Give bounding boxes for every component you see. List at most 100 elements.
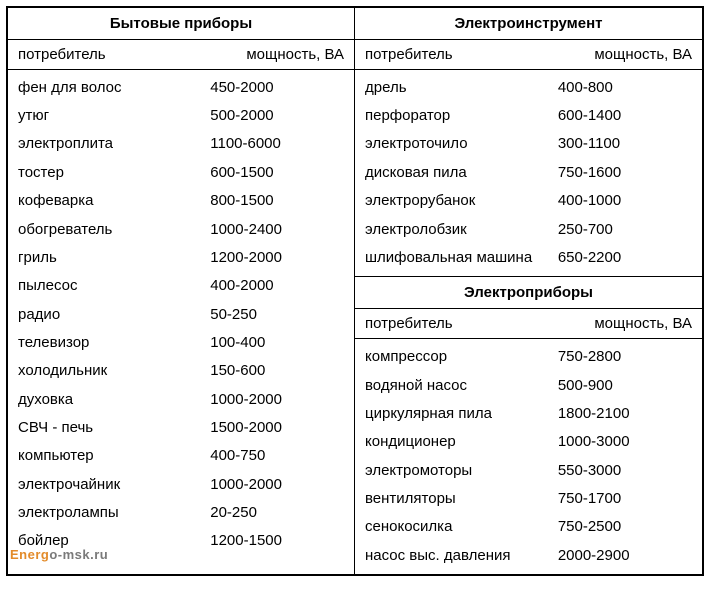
column-headers-left: потребитель мощность, ВА [8,40,354,70]
cell-power: 1200-2000 [202,249,344,268]
cell-consumer: кофеварка [18,192,202,211]
cell-power: 750-1600 [550,164,692,183]
cell-consumer: вентиляторы [365,490,550,509]
cell-consumer: кондиционер [365,433,550,452]
table-row: электролобзик250-700 [355,216,702,244]
cell-power: 1000-3000 [550,433,692,452]
header-power: мощность, ВА [204,40,354,69]
cell-consumer: электрочайник [18,476,202,495]
cell-consumer: фен для волос [18,79,202,98]
table-row: телевизор100-400 [8,329,354,357]
cell-consumer: компьютер [18,447,202,466]
table-row: шлифовальная машина650-2200 [355,244,702,272]
column-headers-right2: потребитель мощность, ВА [355,309,702,339]
header-consumer: потребитель [355,40,551,69]
cell-consumer: циркулярная пила [365,405,550,424]
table-row: тостер600-1500 [8,159,354,187]
table-row: компрессор750-2800 [355,343,702,371]
cell-consumer: электроплита [18,135,202,154]
cell-power: 1800-2100 [550,405,692,424]
cell-power: 600-1400 [550,107,692,126]
table-row: компьютер400-750 [8,442,354,470]
table-row: электрочайник1000-2000 [8,471,354,499]
section-title-appliances: Электроприборы [355,276,702,309]
cell-consumer: шлифовальная машина [365,249,550,268]
cell-power: 400-1000 [550,192,692,211]
cell-power: 300-1100 [550,135,692,154]
table-row: дрель400-800 [355,74,702,102]
cell-consumer: электрорубанок [365,192,550,211]
cell-power: 1000-2000 [202,391,344,410]
table-row: перфоратор600-1400 [355,102,702,130]
header-consumer: потребитель [355,309,551,338]
table-row: пылесос400-2000 [8,272,354,300]
cell-power: 750-2500 [550,518,692,537]
section-title-tools: Электроинструмент [355,8,702,40]
cell-power: 450-2000 [202,79,344,98]
cell-power: 20-250 [202,504,344,523]
column-household: Бытовые приборы потребитель мощность, ВА… [8,8,355,574]
table-row: электрорубанок400-1000 [355,187,702,215]
cell-power: 750-2800 [550,348,692,367]
table-row: кофеварка800-1500 [8,187,354,215]
cell-power: 400-800 [550,79,692,98]
cell-consumer: электролампы [18,504,202,523]
cell-consumer: сенокосилка [365,518,550,537]
cell-power: 500-2000 [202,107,344,126]
table-row: водяной насос500-900 [355,372,702,400]
table-row: фен для волос450-2000 [8,74,354,102]
cell-power: 1200-1500 [202,532,344,551]
cell-power: 500-900 [550,377,692,396]
table-row: вентиляторы750-1700 [355,485,702,513]
cell-power: 400-750 [202,447,344,466]
watermark: Energo-msk.ru [10,547,108,562]
cell-consumer: телевизор [18,334,202,353]
table-row: кондиционер1000-3000 [355,428,702,456]
header-consumer: потребитель [8,40,204,69]
cell-consumer: духовка [18,391,202,410]
cell-consumer: дрель [365,79,550,98]
cell-power: 1000-2400 [202,221,344,240]
rows-appliances: компрессор750-2800водяной насос500-900ци… [355,339,702,574]
cell-power: 1500-2000 [202,419,344,438]
cell-consumer: перфоратор [365,107,550,126]
cell-consumer: насос выс. давления [365,547,550,566]
cell-power: 1100-6000 [202,135,344,154]
watermark-part2: o-msk.ru [49,547,108,562]
header-power: мощность, ВА [551,40,702,69]
cell-consumer: пылесос [18,277,202,296]
table-row: электролампы20-250 [8,499,354,527]
cell-power: 100-400 [202,334,344,353]
cell-power: 50-250 [202,306,344,325]
table-row: гриль1200-2000 [8,244,354,272]
cell-power: 600-1500 [202,164,344,183]
cell-consumer: электромоторы [365,462,550,481]
column-headers-right: потребитель мощность, ВА [355,40,702,70]
rows-household: фен для волос450-2000утюг500-2000электро… [8,70,354,560]
table-row: дисковая пила750-1600 [355,159,702,187]
table-row: холодильник150-600 [8,357,354,385]
cell-consumer: тостер [18,164,202,183]
table-row: электроточило300-1100 [355,131,702,159]
cell-power: 2000-2900 [550,547,692,566]
section-title-household: Бытовые приборы [8,8,354,40]
power-table: Бытовые приборы потребитель мощность, ВА… [6,6,704,576]
table-row: утюг500-2000 [8,102,354,130]
cell-power: 250-700 [550,221,692,240]
table-row: электроплита1100-6000 [8,131,354,159]
cell-consumer: холодильник [18,362,202,381]
cell-power: 150-600 [202,362,344,381]
cell-consumer: водяной насос [365,377,550,396]
table-row: обогреватель1000-2400 [8,216,354,244]
cell-consumer: обогреватель [18,221,202,240]
cell-power: 400-2000 [202,277,344,296]
cell-consumer: утюг [18,107,202,126]
cell-consumer: радио [18,306,202,325]
watermark-part1: Energ [10,547,49,562]
cell-power: 650-2200 [550,249,692,268]
table-row: духовка1000-2000 [8,386,354,414]
cell-power: 1000-2000 [202,476,344,495]
cell-consumer: СВЧ - печь [18,419,202,438]
table-row: радио50-250 [8,301,354,329]
header-power: мощность, ВА [551,309,702,338]
